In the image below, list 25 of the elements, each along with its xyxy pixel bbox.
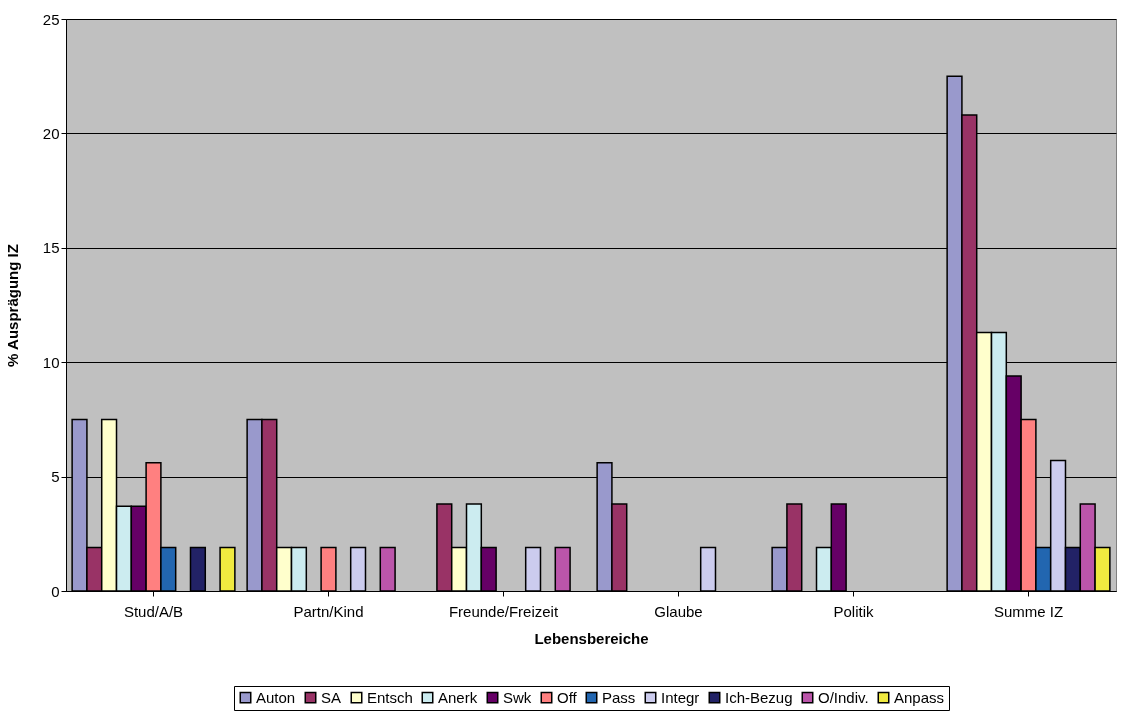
y-tick-label: 25 — [42, 10, 60, 28]
x-tick-label: Summe IZ — [993, 602, 1064, 620]
legend-label: Ich-Bezug — [725, 688, 793, 706]
legend-label: O/Indiv. — [818, 688, 869, 706]
legend-label: Integr — [661, 688, 700, 706]
legend-label: Swk — [503, 688, 532, 706]
legend-label: Anpass — [894, 688, 945, 706]
x-tick-label: Stud/A/B — [123, 602, 184, 620]
legend-label: Pass — [602, 688, 636, 706]
y-axis-title: % Ausprägung IZ — [3, 244, 21, 367]
x-tick-label: Freunde/Freizeit — [448, 602, 559, 620]
legend-label: Anerk — [438, 688, 478, 706]
legend-label: Entsch — [367, 688, 413, 706]
x-tick-label: Politik — [833, 602, 874, 620]
y-tick-label: 20 — [42, 124, 60, 142]
y-tick-label: 5 — [51, 468, 60, 486]
legend-label: Off — [557, 688, 578, 706]
legend-label: SA — [321, 688, 342, 706]
x-tick-label: Glaube — [654, 602, 703, 620]
y-tick-label: 0 — [51, 582, 60, 600]
y-tick-label: 15 — [42, 239, 60, 257]
legend-label: Auton — [256, 688, 296, 706]
x-axis-title: Lebensbereiche — [534, 629, 649, 647]
y-tick-label: 10 — [42, 353, 60, 371]
x-tick-label: Partn/Kind — [293, 602, 364, 620]
